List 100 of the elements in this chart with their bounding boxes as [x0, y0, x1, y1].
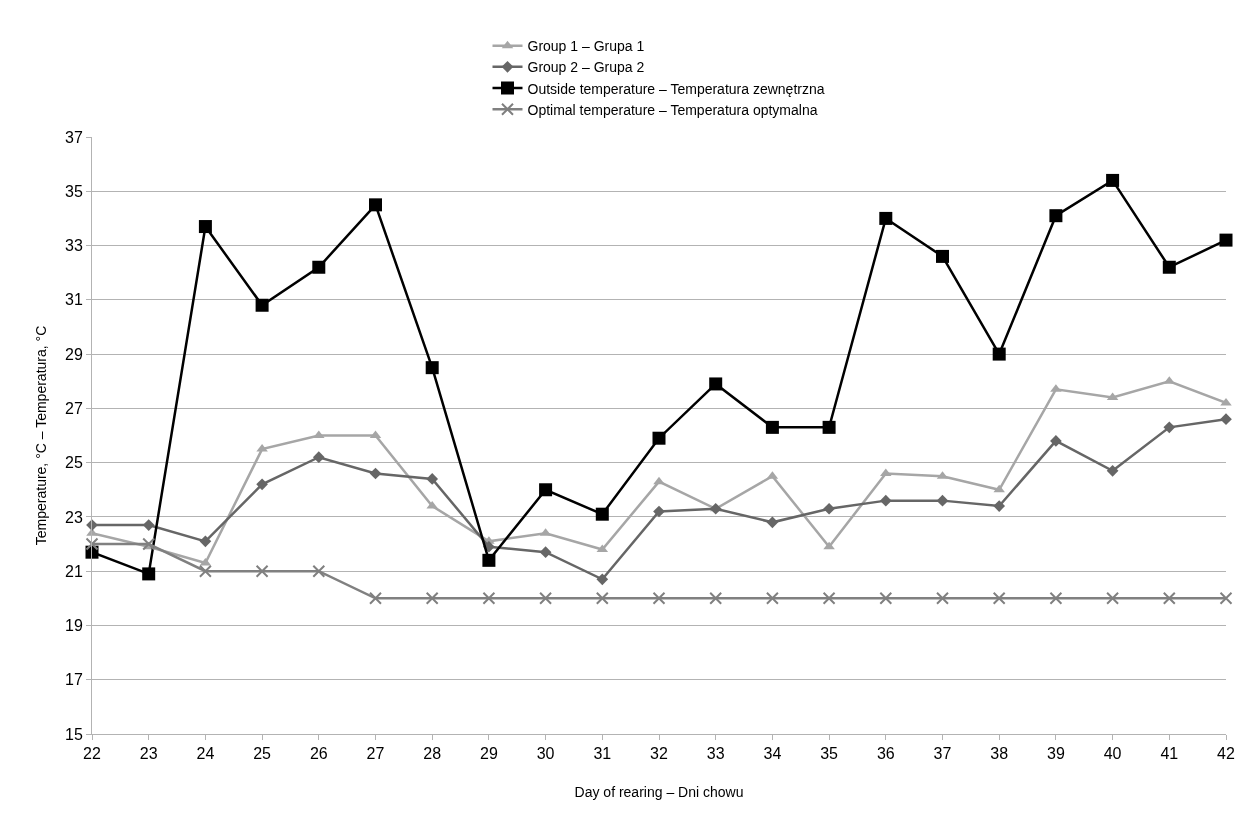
point — [425, 361, 439, 375]
point — [199, 535, 212, 548]
point — [765, 420, 779, 434]
x-tick-label: 31 — [593, 745, 612, 763]
point — [1163, 421, 1176, 434]
point — [312, 564, 326, 578]
y-tick-label: 35 — [65, 182, 83, 200]
x-tick-label: 37 — [933, 745, 952, 763]
legend-label: Group 2 – Grupa 2 — [527, 59, 645, 76]
x-tick-label: 30 — [536, 745, 555, 763]
point — [1049, 209, 1063, 223]
point — [823, 541, 835, 550]
point — [482, 591, 496, 605]
point — [879, 591, 893, 605]
point — [85, 537, 99, 551]
x-tick-label: 39 — [1047, 745, 1065, 763]
point — [539, 483, 553, 497]
y-tick-label: 19 — [65, 617, 83, 635]
y-tick-label: 21 — [65, 562, 83, 580]
y-tick-label: 31 — [65, 291, 83, 309]
point — [1162, 591, 1176, 605]
x-tick-label: 25 — [253, 745, 272, 763]
point — [256, 478, 268, 491]
point — [936, 494, 949, 507]
y-tick-label: 33 — [65, 237, 83, 255]
point — [198, 220, 212, 234]
point — [426, 473, 439, 485]
x-tick-label: 27 — [366, 745, 385, 763]
point — [653, 476, 665, 485]
point — [142, 537, 156, 551]
point — [595, 591, 609, 605]
point — [709, 377, 723, 391]
x-tick-label: 29 — [480, 745, 498, 763]
point — [823, 502, 835, 515]
legend-label: Group 1 – Grupa 1 — [527, 38, 645, 55]
point — [595, 507, 609, 521]
x-tick-label: 26 — [309, 745, 328, 763]
x-axis-title: Day of rearing – Dni chowu — [574, 783, 744, 800]
y-tick-label: 37 — [65, 128, 83, 146]
x-tick-label: 32 — [650, 745, 668, 763]
point — [1162, 260, 1176, 274]
point — [993, 500, 1006, 512]
x-tick-label: 41 — [1160, 745, 1179, 763]
point — [936, 591, 949, 605]
y-tick-label: 23 — [65, 508, 83, 526]
point — [652, 591, 666, 605]
x-tick-label: 22 — [83, 745, 101, 763]
point — [1106, 464, 1119, 477]
point — [936, 249, 949, 263]
y-tick-label: 27 — [65, 399, 83, 417]
point — [822, 591, 836, 605]
point — [142, 567, 156, 581]
point — [255, 564, 269, 578]
legend-label: Outside temperature – Temperatura zewnętrzna — [527, 80, 825, 97]
point — [766, 516, 779, 529]
point — [709, 591, 723, 605]
y-tick-label: 17 — [65, 671, 83, 689]
point — [425, 591, 439, 605]
point — [879, 494, 892, 507]
point — [369, 198, 382, 212]
point — [1219, 591, 1233, 605]
point — [1106, 591, 1120, 605]
x-tick-label: 42 — [1217, 745, 1235, 763]
x-tick-label: 35 — [820, 745, 839, 763]
x-tick-label: 33 — [706, 745, 725, 763]
y-tick-label: 29 — [65, 345, 83, 363]
y-tick-label: 15 — [65, 725, 83, 743]
x-tick-label: 38 — [990, 745, 1009, 763]
point — [539, 546, 552, 559]
point — [482, 553, 496, 567]
point — [1219, 233, 1233, 247]
point — [879, 211, 893, 225]
point — [369, 467, 382, 480]
point — [596, 573, 609, 586]
point — [1050, 435, 1062, 447]
point — [1220, 413, 1232, 426]
x-tick-label: 40 — [1103, 745, 1122, 763]
x-tick-label: 28 — [423, 745, 442, 763]
x-tick-label: 24 — [196, 745, 215, 763]
point — [198, 564, 212, 578]
point — [1106, 173, 1120, 187]
point — [992, 347, 1006, 361]
point — [312, 260, 326, 274]
point — [369, 591, 382, 605]
point — [765, 591, 779, 605]
point — [255, 298, 269, 312]
x-tick-label: 36 — [876, 745, 895, 763]
y-axis-title: Temperature, °C – Temperatura, °C — [32, 325, 49, 546]
point — [992, 591, 1006, 605]
y-tick-label: 25 — [65, 454, 83, 472]
point — [1049, 591, 1063, 605]
point — [312, 451, 325, 464]
point — [993, 484, 1005, 493]
x-tick-label: 23 — [139, 745, 158, 763]
point — [539, 591, 553, 605]
legend-label: Optimal temperature – Temperatura optymalna — [527, 101, 818, 118]
point — [652, 431, 666, 445]
x-tick-label: 34 — [763, 745, 782, 763]
point — [653, 505, 665, 518]
point — [822, 420, 836, 434]
